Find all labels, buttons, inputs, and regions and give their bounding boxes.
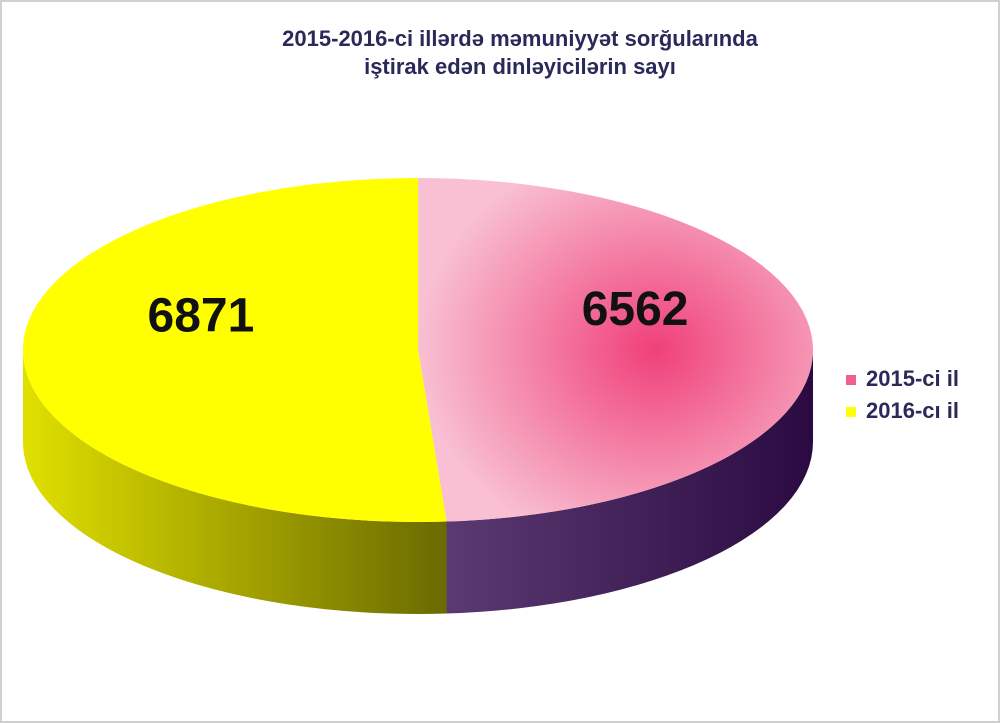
slice <box>418 178 814 522</box>
slice-side <box>23 350 447 614</box>
data-label: 6562 <box>582 283 689 336</box>
legend-swatch <box>846 375 856 385</box>
chart-title: iştirak edən dinləyicilərin sayı <box>364 54 676 79</box>
legend-label: 2015-ci il <box>866 366 959 391</box>
chart-title: 2015-2016-ci illərdə məmuniyyət sorğular… <box>282 26 758 51</box>
slice <box>23 178 447 522</box>
legend-swatch <box>846 407 856 417</box>
data-label: 6871 <box>148 290 255 343</box>
slice-side <box>446 350 813 614</box>
legend-label: 2016-cı il <box>866 398 959 423</box>
